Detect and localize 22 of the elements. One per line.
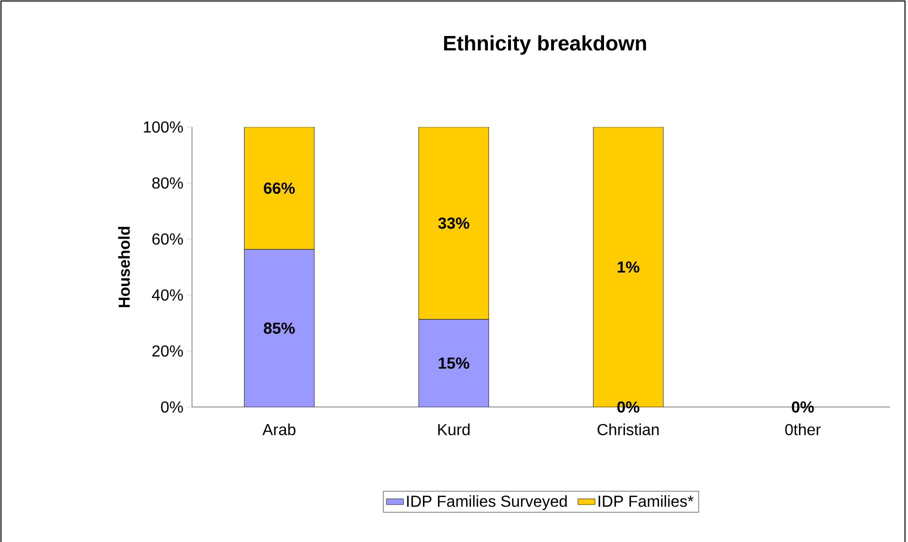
annotation: 66% — [264, 182, 295, 194]
y-axis-title: Household — [118, 226, 130, 308]
y-tick-label: 0% — [161, 401, 183, 413]
x-tick-label: Kurd — [438, 424, 470, 436]
x-tick-label: Christian — [598, 424, 659, 436]
chart-title: Ethnicity breakdown — [444, 35, 646, 55]
y-tick-label: 60% — [152, 233, 183, 245]
x-tick-label: Arab — [262, 424, 296, 436]
annotation: 15% — [438, 358, 470, 369]
y-tick-label: 100% — [144, 121, 183, 133]
bar — [244, 249, 314, 407]
y-tick-label: 80% — [152, 177, 183, 189]
annotation: 1% — [618, 261, 640, 273]
legend-label: IDP Families* — [598, 495, 694, 507]
x-tick-label: 0ther — [785, 424, 821, 436]
bar — [418, 319, 489, 407]
y-tick-label: 20% — [152, 345, 183, 357]
annotation: 85% — [264, 322, 295, 334]
y-tick-label: 40% — [152, 289, 183, 301]
annotation: 0% — [792, 401, 814, 413]
legend-label: IDP Families Surveyed — [407, 495, 567, 510]
annotation: 33% — [438, 218, 470, 229]
